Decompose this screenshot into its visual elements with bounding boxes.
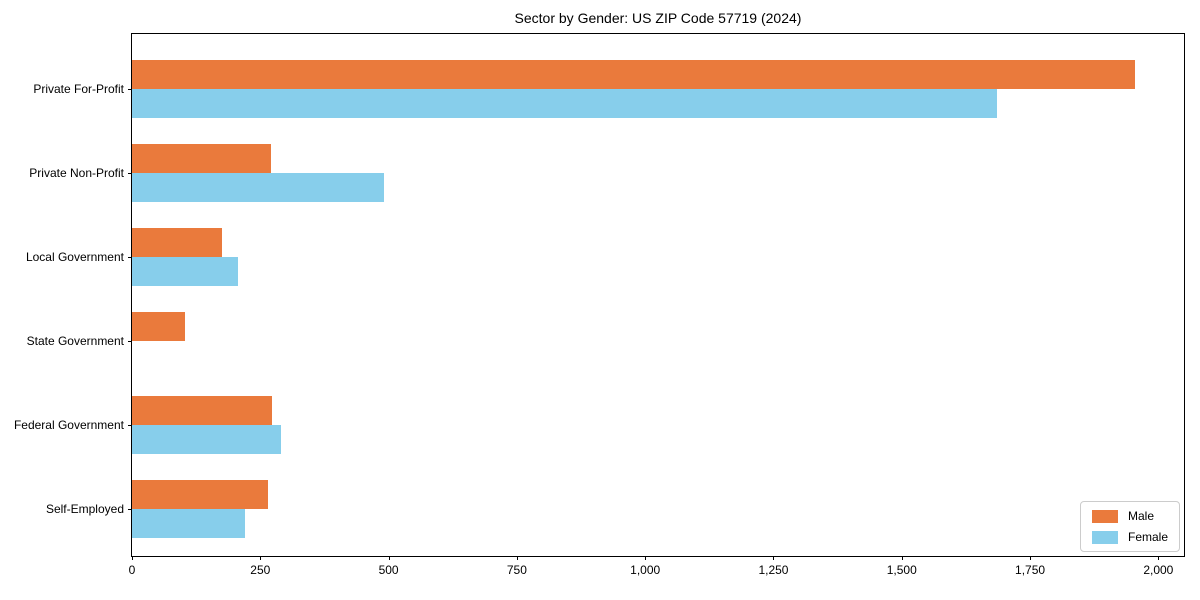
legend-label-female: Female (1127, 530, 1168, 544)
y-tick-mark (128, 424, 132, 426)
x-tick-label: 1,250 (758, 563, 789, 577)
x-tick-label: 500 (378, 563, 399, 577)
x-tick-label: 1,750 (1015, 563, 1046, 577)
y-tick-mark (128, 88, 132, 90)
y-tick-label: Local Government (25, 250, 124, 264)
legend: Male Female (1079, 501, 1180, 552)
y-tick-mark (128, 340, 132, 342)
x-tick-label: 750 (506, 563, 527, 577)
x-tick-mark (1158, 556, 1160, 560)
legend-swatch-female (1091, 530, 1118, 544)
x-tick-mark (901, 556, 903, 560)
y-tick-label: Federal Government (13, 418, 124, 432)
bar-male (132, 480, 268, 509)
y-tick-label: Private Non-Profit (29, 166, 124, 180)
bar-male (132, 396, 272, 425)
legend-swatch-male (1091, 509, 1118, 523)
bar-female (132, 509, 245, 538)
y-tick-label: Self-Employed (45, 502, 124, 516)
y-tick-mark (128, 256, 132, 258)
y-tick-mark (128, 508, 132, 510)
plot-area: Male Female Private For-Profit Private Non… (14, 33, 1185, 577)
bar-male (132, 60, 1136, 89)
bar-female (132, 89, 997, 118)
bar-male (132, 312, 185, 341)
bar-female (132, 173, 385, 202)
y-tick-label: State Government (26, 334, 124, 348)
legend-entry-male: Male (1091, 509, 1168, 523)
x-tick-mark (516, 556, 518, 560)
bar-male (132, 144, 271, 173)
legend-label-male: Male (1127, 509, 1154, 523)
x-tick-label: 1,500 (886, 563, 917, 577)
chart-title: Sector by Gender: US ZIP Code 57719 (202… (514, 10, 802, 26)
x-tick-mark (132, 556, 133, 560)
legend-entry-female: Female (1091, 530, 1168, 544)
x-tick-mark (260, 556, 262, 560)
y-tick-mark (128, 172, 132, 174)
x-tick-label: 1,000 (630, 563, 661, 577)
x-tick-mark (1030, 556, 1032, 560)
x-tick-mark (773, 556, 775, 560)
bar-female (132, 257, 238, 286)
x-tick-mark (645, 556, 647, 560)
x-tick-label: 250 (250, 563, 271, 577)
bar-female (132, 425, 281, 454)
y-tick-label: Private For-Profit (33, 82, 124, 96)
bar-male (132, 228, 222, 257)
x-tick-mark (388, 556, 390, 560)
x-tick-label: 0 (128, 563, 136, 577)
x-tick-label: 2,000 (1143, 563, 1174, 577)
